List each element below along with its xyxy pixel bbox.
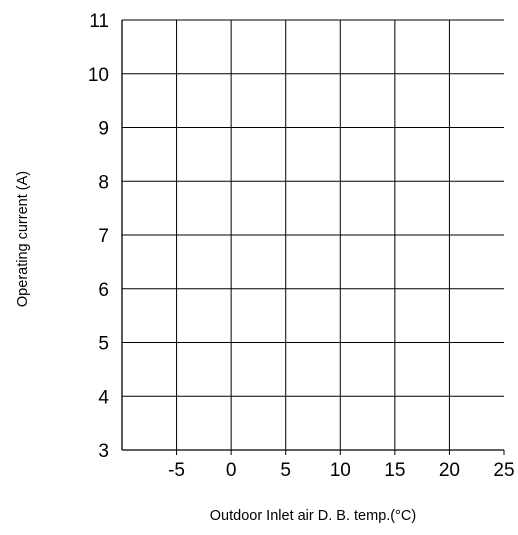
x-tick-label: 10 <box>330 460 351 481</box>
y-tick-label: 3 <box>98 441 109 462</box>
y-tick-label: 5 <box>98 334 109 355</box>
y-tick-label: 9 <box>98 119 109 140</box>
x-tick-label: 25 <box>493 460 514 481</box>
x-tick-label: 15 <box>384 460 405 481</box>
y-tick-label: 8 <box>98 172 109 193</box>
y-axis-title: Operating current (A) <box>15 171 31 307</box>
x-tick-label: 20 <box>439 460 460 481</box>
y-tick-label: 7 <box>98 226 109 247</box>
axis-layer <box>121 20 505 455</box>
y-tick-label: 4 <box>98 387 109 408</box>
y-tick-label: 10 <box>88 65 109 86</box>
x-tick-label: 5 <box>280 460 291 481</box>
tick-labels: 3 4 5 6 7 8 9 10 11 -5 0 5 10 15 20 25 <box>88 11 515 481</box>
x-tick-label: 0 <box>226 460 237 481</box>
x-tick-label: -5 <box>168 460 185 481</box>
x-axis-title: Outdoor Inlet air D. B. temp.(°C) <box>210 508 416 524</box>
grid-layer <box>122 19 504 450</box>
y-tick-label: 11 <box>89 11 109 32</box>
y-tick-label: 6 <box>98 280 109 301</box>
